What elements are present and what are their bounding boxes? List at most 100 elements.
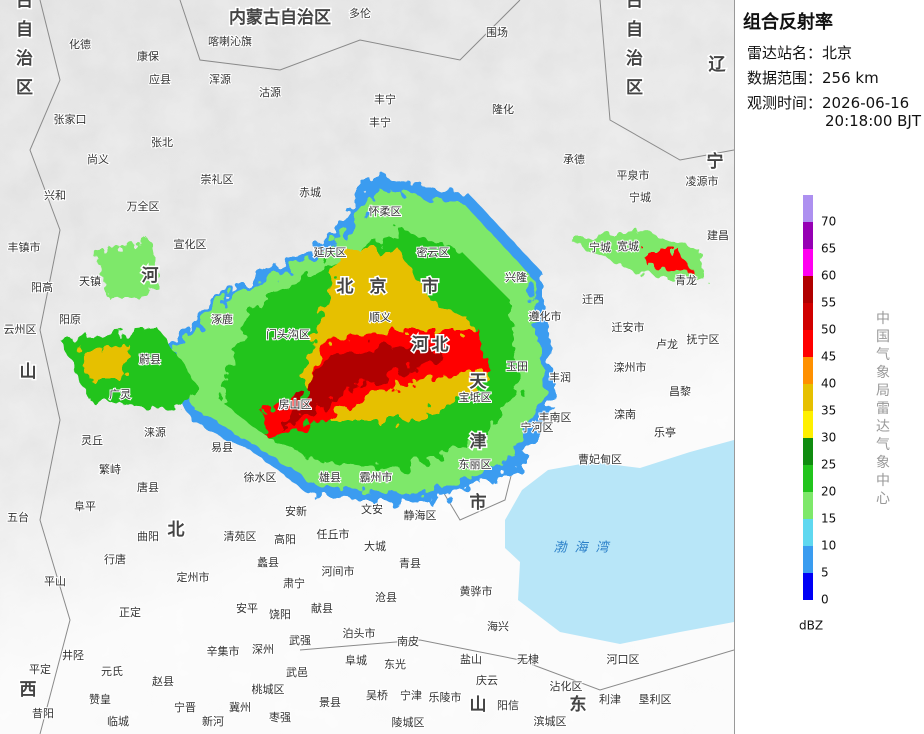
- legend-label: 0: [821, 593, 829, 607]
- place-label: 顺义: [369, 311, 391, 324]
- place-label: 行唐: [104, 552, 126, 566]
- place-label: 赵县: [152, 674, 174, 688]
- place-label: 临城: [107, 714, 129, 728]
- place-label: 密云区: [417, 245, 450, 259]
- place-label: 兴隆: [505, 270, 527, 284]
- place-label: 康保: [137, 49, 159, 63]
- place-label: 丰润: [549, 370, 571, 384]
- region-label: 天: [470, 372, 488, 392]
- place-label: 枣强: [269, 711, 291, 724]
- place-label: 乐陵市: [429, 690, 462, 704]
- legend-swatch: [803, 465, 813, 492]
- place-label: 卢龙: [656, 338, 678, 351]
- place-label: 涞源: [144, 425, 166, 439]
- place-label: 阜平: [74, 500, 96, 513]
- place-label: 隆化: [492, 102, 514, 116]
- place-label: 宁城: [629, 190, 651, 204]
- legend-swatch: [803, 438, 813, 465]
- place-label: 武强: [289, 634, 311, 647]
- place-label: 滨城区: [534, 714, 567, 728]
- place-label: 平定: [29, 662, 51, 676]
- place-label: 辛集市: [207, 644, 240, 658]
- region-label: 北: [337, 277, 354, 297]
- region-label: 河: [412, 335, 429, 355]
- place-label: 曲阳: [137, 530, 159, 543]
- place-label: 繁峙: [99, 462, 121, 476]
- place-label: 围场: [486, 25, 508, 39]
- place-label: 滦州市: [614, 360, 647, 374]
- region-label: 西: [20, 680, 37, 700]
- place-label: 五台: [7, 510, 29, 524]
- place-label: 喀喇沁旗: [208, 34, 252, 48]
- legend-swatch: [803, 357, 813, 384]
- place-label: 丰宁: [374, 92, 396, 106]
- legend-swatch: [803, 546, 813, 573]
- place-label: 抚宁区: [687, 332, 720, 346]
- place-label: 浑源: [209, 72, 231, 86]
- place-label: 应县: [149, 72, 171, 86]
- label: 雷达站名：: [747, 44, 823, 62]
- place-label: 河间市: [322, 564, 355, 578]
- place-label: 宝坻区: [459, 390, 492, 404]
- place-label: 易县: [211, 441, 233, 454]
- place-label: 景县: [319, 696, 341, 709]
- legend-label: 70: [821, 215, 836, 229]
- place-label: 清苑区: [224, 530, 257, 543]
- place-label: 怀柔区: [369, 205, 402, 218]
- place-label: 宁城: [589, 240, 611, 254]
- echo-45: [645, 250, 690, 270]
- place-label: 饶阳: [269, 608, 291, 621]
- place-label: 蠡县: [257, 555, 279, 569]
- legend-swatch: [803, 330, 813, 357]
- region-label: 东: [570, 694, 587, 715]
- region-label: 宁: [707, 151, 724, 172]
- value: 2026-06-16: [822, 94, 910, 112]
- product-title: 组合反射率: [743, 12, 833, 33]
- region-label: 山: [470, 695, 487, 715]
- place-label: 丰镇市: [8, 240, 41, 254]
- place-label: 正定: [119, 605, 141, 619]
- legend-swatch: [803, 411, 813, 438]
- echo-35: [80, 345, 130, 380]
- legend-label: 60: [821, 269, 836, 283]
- info-panel: 组合反射率 雷达站名：北京 数据范围：256 km 观测时间：2026-06-1…: [734, 0, 924, 734]
- color-legend: 0 5 10 15 20 25 30 35 40 45 50 55 60 65 70 dBZ: [799, 195, 836, 633]
- place-label: 崇礼区: [201, 172, 234, 186]
- place-label: 云州区: [4, 323, 37, 336]
- place-label: 唐县: [137, 480, 159, 494]
- place-label: 霸州市: [360, 470, 393, 484]
- place-label: 张家口: [54, 112, 87, 126]
- legend-label: 65: [821, 242, 836, 256]
- place-label: 广灵: [109, 388, 131, 401]
- legend-unit: dBZ: [799, 619, 823, 633]
- place-label: 沧县: [375, 590, 397, 604]
- place-label: 阳原: [59, 313, 81, 326]
- place-label: 利津: [599, 693, 621, 706]
- place-labels: 内蒙古自治区内蒙古自治区 内蒙古自治区 辽宁河北山西天津市北京市河 北山 东多伦化德康保…: [3, 0, 731, 730]
- place-label: 赤城: [299, 186, 321, 199]
- place-label: 冀州: [229, 700, 251, 714]
- place-label: 雄县: [319, 470, 341, 484]
- value: 256 km: [822, 69, 879, 87]
- legend-swatch: [803, 195, 813, 222]
- time-row: 观测时间：2026-06-16: [747, 92, 909, 113]
- place-label: 蔚县: [139, 353, 161, 366]
- place-label: 阳信: [497, 699, 519, 712]
- place-label: 垦利区: [639, 693, 672, 706]
- echo-15: [95, 240, 160, 300]
- place-label: 高阳: [274, 532, 296, 546]
- place-label: 无棣: [517, 653, 539, 666]
- place-label: 建昌: [707, 228, 729, 242]
- place-label: 宁津: [400, 688, 422, 702]
- place-label: 曹妃甸区: [578, 452, 622, 466]
- place-label: 宣化区: [174, 237, 207, 251]
- region-label: 北: [432, 335, 449, 355]
- place-label: 井陉: [62, 648, 84, 662]
- place-label: 元氏: [101, 665, 123, 678]
- radar-echo: [60, 175, 705, 505]
- legend-label: 10: [821, 539, 836, 553]
- place-label: 任丘市: [317, 527, 350, 541]
- region-label: 京: [370, 276, 387, 297]
- place-label: 定州市: [177, 570, 210, 584]
- credit: 中国气象局雷达气象中心: [876, 311, 890, 507]
